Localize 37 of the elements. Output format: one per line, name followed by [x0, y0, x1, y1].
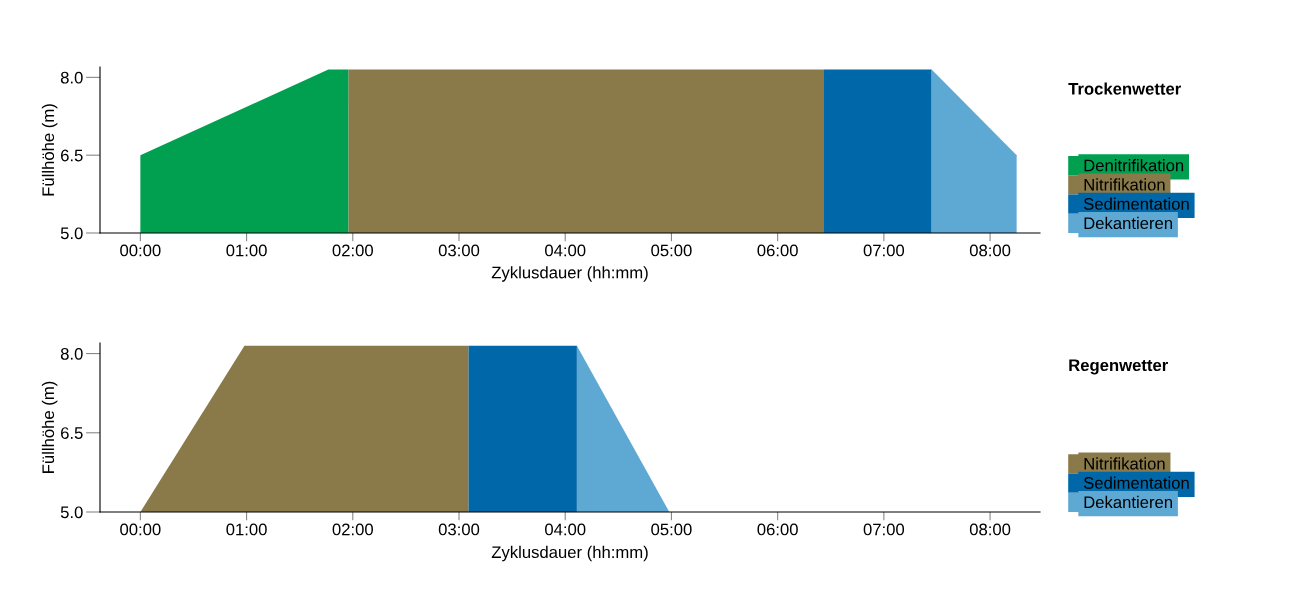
x-tick-label: 07:00	[863, 523, 905, 536]
x-tick-label: 06:00	[757, 244, 798, 257]
legend-label: Sedimentation	[1083, 197, 1189, 210]
x-tick-label: 00:00	[120, 523, 161, 536]
legend-label: Nitrifikation	[1084, 178, 1165, 191]
legend-label: Dekantieren	[1084, 216, 1172, 230]
x-tick-label: 08:00	[969, 523, 1011, 536]
x-tick-label: 04:00	[545, 523, 586, 536]
y-tick-label: 8.0	[60, 347, 83, 360]
x-tick-label: 02:00	[332, 523, 373, 536]
x-tick-label: 03:00	[438, 523, 480, 536]
x-tick-label: 01:00	[226, 523, 267, 536]
y-axis-title: Füllhöhe (m)	[41, 381, 58, 473]
text: Sedimentation	[1083, 476, 1189, 489]
x-tick-label: 00:00	[120, 244, 161, 257]
x-axis-title: Zyklusdauer (hh:mm)	[491, 266, 648, 282]
y-tick-label: 6.5	[61, 149, 83, 162]
text: Dekantieren	[1084, 495, 1172, 509]
x-tick-label: 05:00	[651, 523, 692, 536]
y-tick-label: 8.0	[60, 71, 83, 84]
y-tick-label: 6.5	[61, 427, 83, 439]
x-tick-label: 01:00	[226, 244, 267, 257]
x-tick-label: 05:00	[651, 244, 692, 257]
y-axis-title: Füllhöhe (m)	[41, 104, 58, 196]
x-tick-label: 03:00	[438, 244, 480, 257]
legend-title: Regenwetter	[1069, 359, 1168, 375]
x-axis-title: Zyklusdauer (hh:mm)	[491, 545, 648, 562]
x-tick-label: 04:00	[545, 244, 586, 257]
x-tick-label: 08:00	[969, 244, 1011, 257]
legend-label: Denitrifikation	[1084, 159, 1184, 172]
legend-title: Trockenwetter	[1068, 82, 1181, 95]
y-tick-label: 5.0	[60, 227, 83, 240]
x-tick-label: 06:00	[757, 523, 798, 536]
x-tick-label: 07:00	[863, 244, 905, 257]
text: Nitrifikation	[1084, 457, 1165, 470]
x-tick-label: 02:00	[332, 244, 373, 257]
y-tick-label: 5.0	[60, 506, 83, 519]
